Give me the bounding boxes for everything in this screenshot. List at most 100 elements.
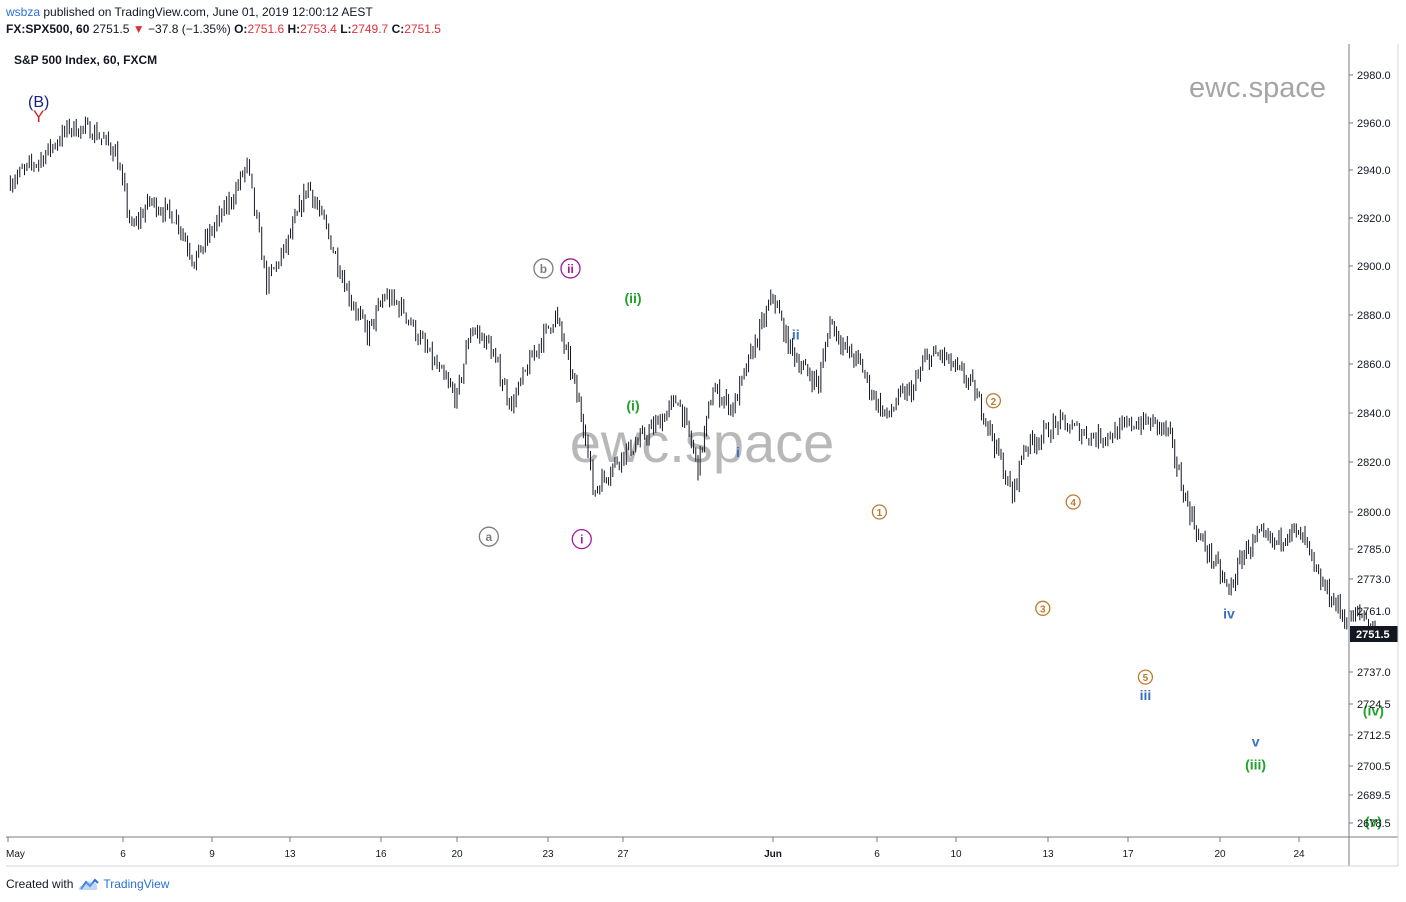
price-tick-label: 2920.0 [1357,213,1391,225]
price-tick-label: 2724.5 [1357,699,1391,711]
wave-label: v [1252,733,1260,749]
wave-label: ii [792,327,800,343]
wave-label: iv [1223,605,1235,621]
tradingview-link[interactable]: TradingView [103,877,170,891]
close-value: 2751.5 [404,22,441,36]
price-tick-label: 2785.0 [1357,544,1391,556]
wave-label: i [736,444,740,460]
open-label: O: [234,22,248,36]
wave-label: 3 [1035,600,1051,616]
date-tick-label: 9 [209,849,215,860]
wave-label-text: (iii) [1245,757,1266,773]
wave-label-text: iii [1140,687,1152,703]
wave-label-text: 1 [877,508,883,519]
date-tick-label: 17 [1122,849,1134,860]
price-tick-label: 2940.0 [1357,165,1391,177]
watermark-corner: ewc.space [1189,72,1326,104]
wave-label-text: 2 [991,397,997,408]
wave-label-text: 4 [1070,498,1076,509]
wave-label: (B) [28,94,49,111]
price-tick-label: 2700.5 [1357,761,1391,773]
symbol-label[interactable]: FX:SPX500, 60 [6,22,90,36]
wave-label-text: ii [792,327,800,343]
wave-label-text: i [736,444,740,460]
created-with-text: Created with [6,877,74,891]
plot-area[interactable] [6,44,1349,837]
wave-label-text: iv [1223,605,1235,621]
wave-label-text: ii [567,262,574,276]
price-tick-label: 2800.0 [1357,507,1391,519]
price-tick-label: 2840.0 [1357,408,1391,420]
instrument-title: S&P 500 Index, 60, FXCM [14,53,158,67]
author-link[interactable]: wsbza [6,5,41,19]
price-tick-label: 2980.0 [1357,70,1391,82]
wave-label-text: a [486,530,493,544]
price-tick-label: 2880.0 [1357,310,1391,322]
wave-label: (ii) [624,290,641,306]
wave-label: (iv) [1363,702,1384,718]
date-tick-label: 13 [284,849,296,860]
low-label: L: [340,22,352,36]
wave-label: (iii) [1245,757,1266,773]
wave-label: Y [33,107,44,126]
footer: Created with TradingView [6,877,169,891]
price-tick-label: 2761.0 [1357,606,1391,618]
date-tick-label: 6 [120,849,126,860]
last-price-badge [1350,626,1398,642]
wave-label: (v) [1365,814,1382,830]
wave-label: i [571,528,592,550]
date-tick-label: 10 [950,849,962,860]
last-price-label: 2751.5 [1356,629,1390,641]
tradingview-cloud-icon [79,878,100,890]
wave-label-text: (ii) [624,290,641,306]
down-arrow-icon: ▼ [132,22,145,36]
price-tick-label: 2689.5 [1357,790,1391,802]
published-text: published on TradingView.com, June 01, 2… [43,5,373,19]
wave-label-text: v [1252,733,1260,749]
price-change: −37.8 (−1.35%) [148,22,231,36]
price-tick-label: 2820.0 [1357,457,1391,469]
wave-label-text: (i) [626,398,639,414]
price-tick-label: 2678.5 [1357,818,1391,830]
date-tick-label: 24 [1293,849,1305,860]
high-label: H: [287,22,301,36]
date-tick-label: Jun [764,849,782,860]
wave-label-text: 3 [1040,604,1046,615]
wave-label: a [478,526,500,547]
price-tick-label: 2773.0 [1357,574,1391,586]
wave-label: 4 [1065,494,1081,510]
price-tick-label: 2960.0 [1357,118,1391,130]
wave-label: 2 [985,393,1002,409]
date-tick-label: 23 [542,849,554,860]
candles [9,116,1378,641]
time-axis[interactable]: May 6 9 13 16 20 23 27 Jun 6 10 13 17 20 24 [6,44,1399,867]
low-value: 2749.7 [351,22,389,36]
wave-label-text: (iv) [1363,702,1384,718]
date-tick-label: 20 [451,849,463,860]
open-value: 2751.6 [247,22,285,36]
wave-label-text: i [580,533,583,547]
watermarks: ewc.space ewc.space [570,72,1326,474]
wave-labels: (B)Yb iia i(ii)(i)iii21435iiiivv(iii)(iv)(… [28,94,1384,830]
date-tick-label: 20 [1214,849,1226,860]
price-tick-label: 2712.5 [1357,730,1391,742]
price-tick-label: 2900.0 [1357,261,1391,273]
wave-label: 1 [871,504,888,520]
wave-label-text: 5 [1143,673,1149,684]
wave-label-text: Y [33,107,44,126]
price-tick-label: 2860.0 [1357,359,1391,371]
price-axis[interactable]: 2980.0 2960.0 2940.0 2920.0 2900.0 2880.0 2860… [1348,44,1398,866]
date-tick-label: 13 [1042,849,1054,860]
wave-label: 5 [1137,669,1154,685]
wave-label: iii [1140,687,1152,703]
wave-label: b [533,258,554,279]
last-price: 2751.5 [92,22,130,36]
wave-label: (i) [626,398,639,414]
wave-label-text: b [540,262,547,276]
high-value: 2753.4 [300,22,337,36]
watermark-center: ewc.space [570,411,835,474]
wave-label-text: (B) [28,94,49,111]
publish-info: wsbza published on TradingView.com, June… [6,5,373,19]
wave-label-text: (v) [1365,814,1382,830]
